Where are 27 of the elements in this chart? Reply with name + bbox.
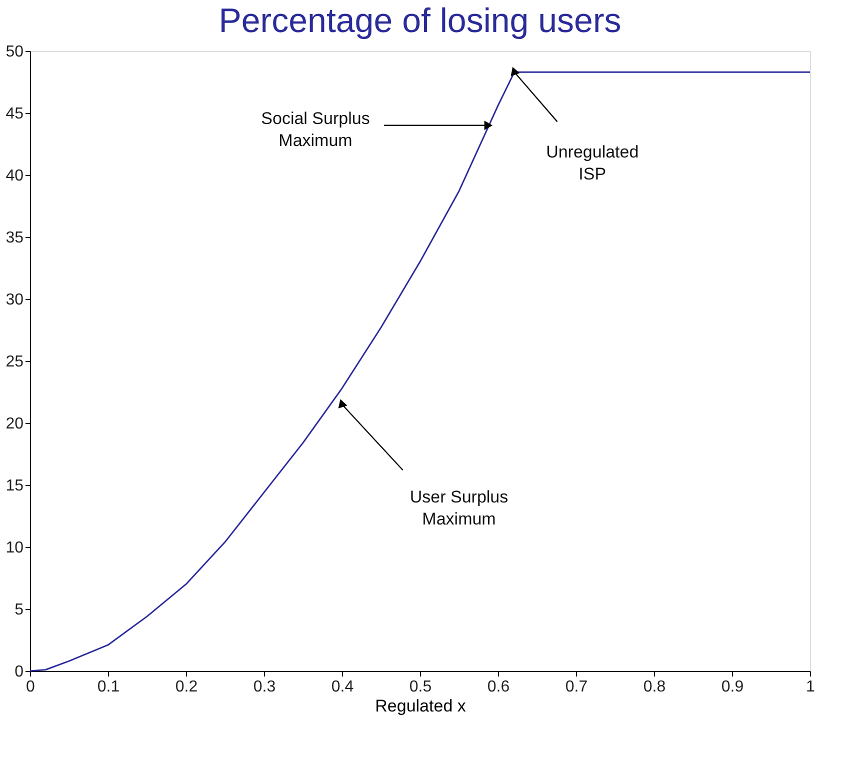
x-tick-label: 0.4 — [331, 678, 354, 696]
y-tick-label: 45 — [6, 106, 24, 122]
annotation: Unregulated ISP — [546, 142, 639, 184]
x-tick-label: 0.1 — [97, 678, 120, 696]
y-tick-label: 20 — [6, 416, 24, 432]
x-axis-title: Regulated x — [375, 696, 466, 716]
x-tick-label: 1 — [806, 678, 816, 696]
y-tick-label: 30 — [6, 292, 24, 308]
x-tick-label: 0.3 — [253, 678, 276, 696]
y-tick-label: 0 — [14, 664, 24, 680]
chart-title: Percentage of losing users — [218, 2, 622, 40]
x-tick-label: 0.6 — [487, 678, 510, 696]
x-tick-label: 0.8 — [643, 678, 666, 696]
x-tick-label: 0 — [26, 678, 36, 696]
y-tick-label: 10 — [6, 540, 24, 556]
x-tick-label: 0.5 — [409, 678, 432, 696]
y-tick-label: 25 — [6, 354, 24, 370]
annotation: User Surplus Maximum — [410, 487, 508, 528]
x-tick-label: 0.7 — [565, 678, 588, 696]
y-tick-label: 15 — [6, 478, 24, 494]
y-tick-label: 50 — [6, 44, 24, 60]
y-tick-label: 40 — [6, 168, 24, 184]
x-tick-label: 0.2 — [175, 678, 198, 696]
y-tick-label: 5 — [14, 602, 24, 618]
x-tick-label: 0.9 — [721, 678, 744, 696]
y-tick-label: 35 — [6, 230, 24, 246]
annotation: Social Surplus Maximum — [261, 109, 370, 150]
